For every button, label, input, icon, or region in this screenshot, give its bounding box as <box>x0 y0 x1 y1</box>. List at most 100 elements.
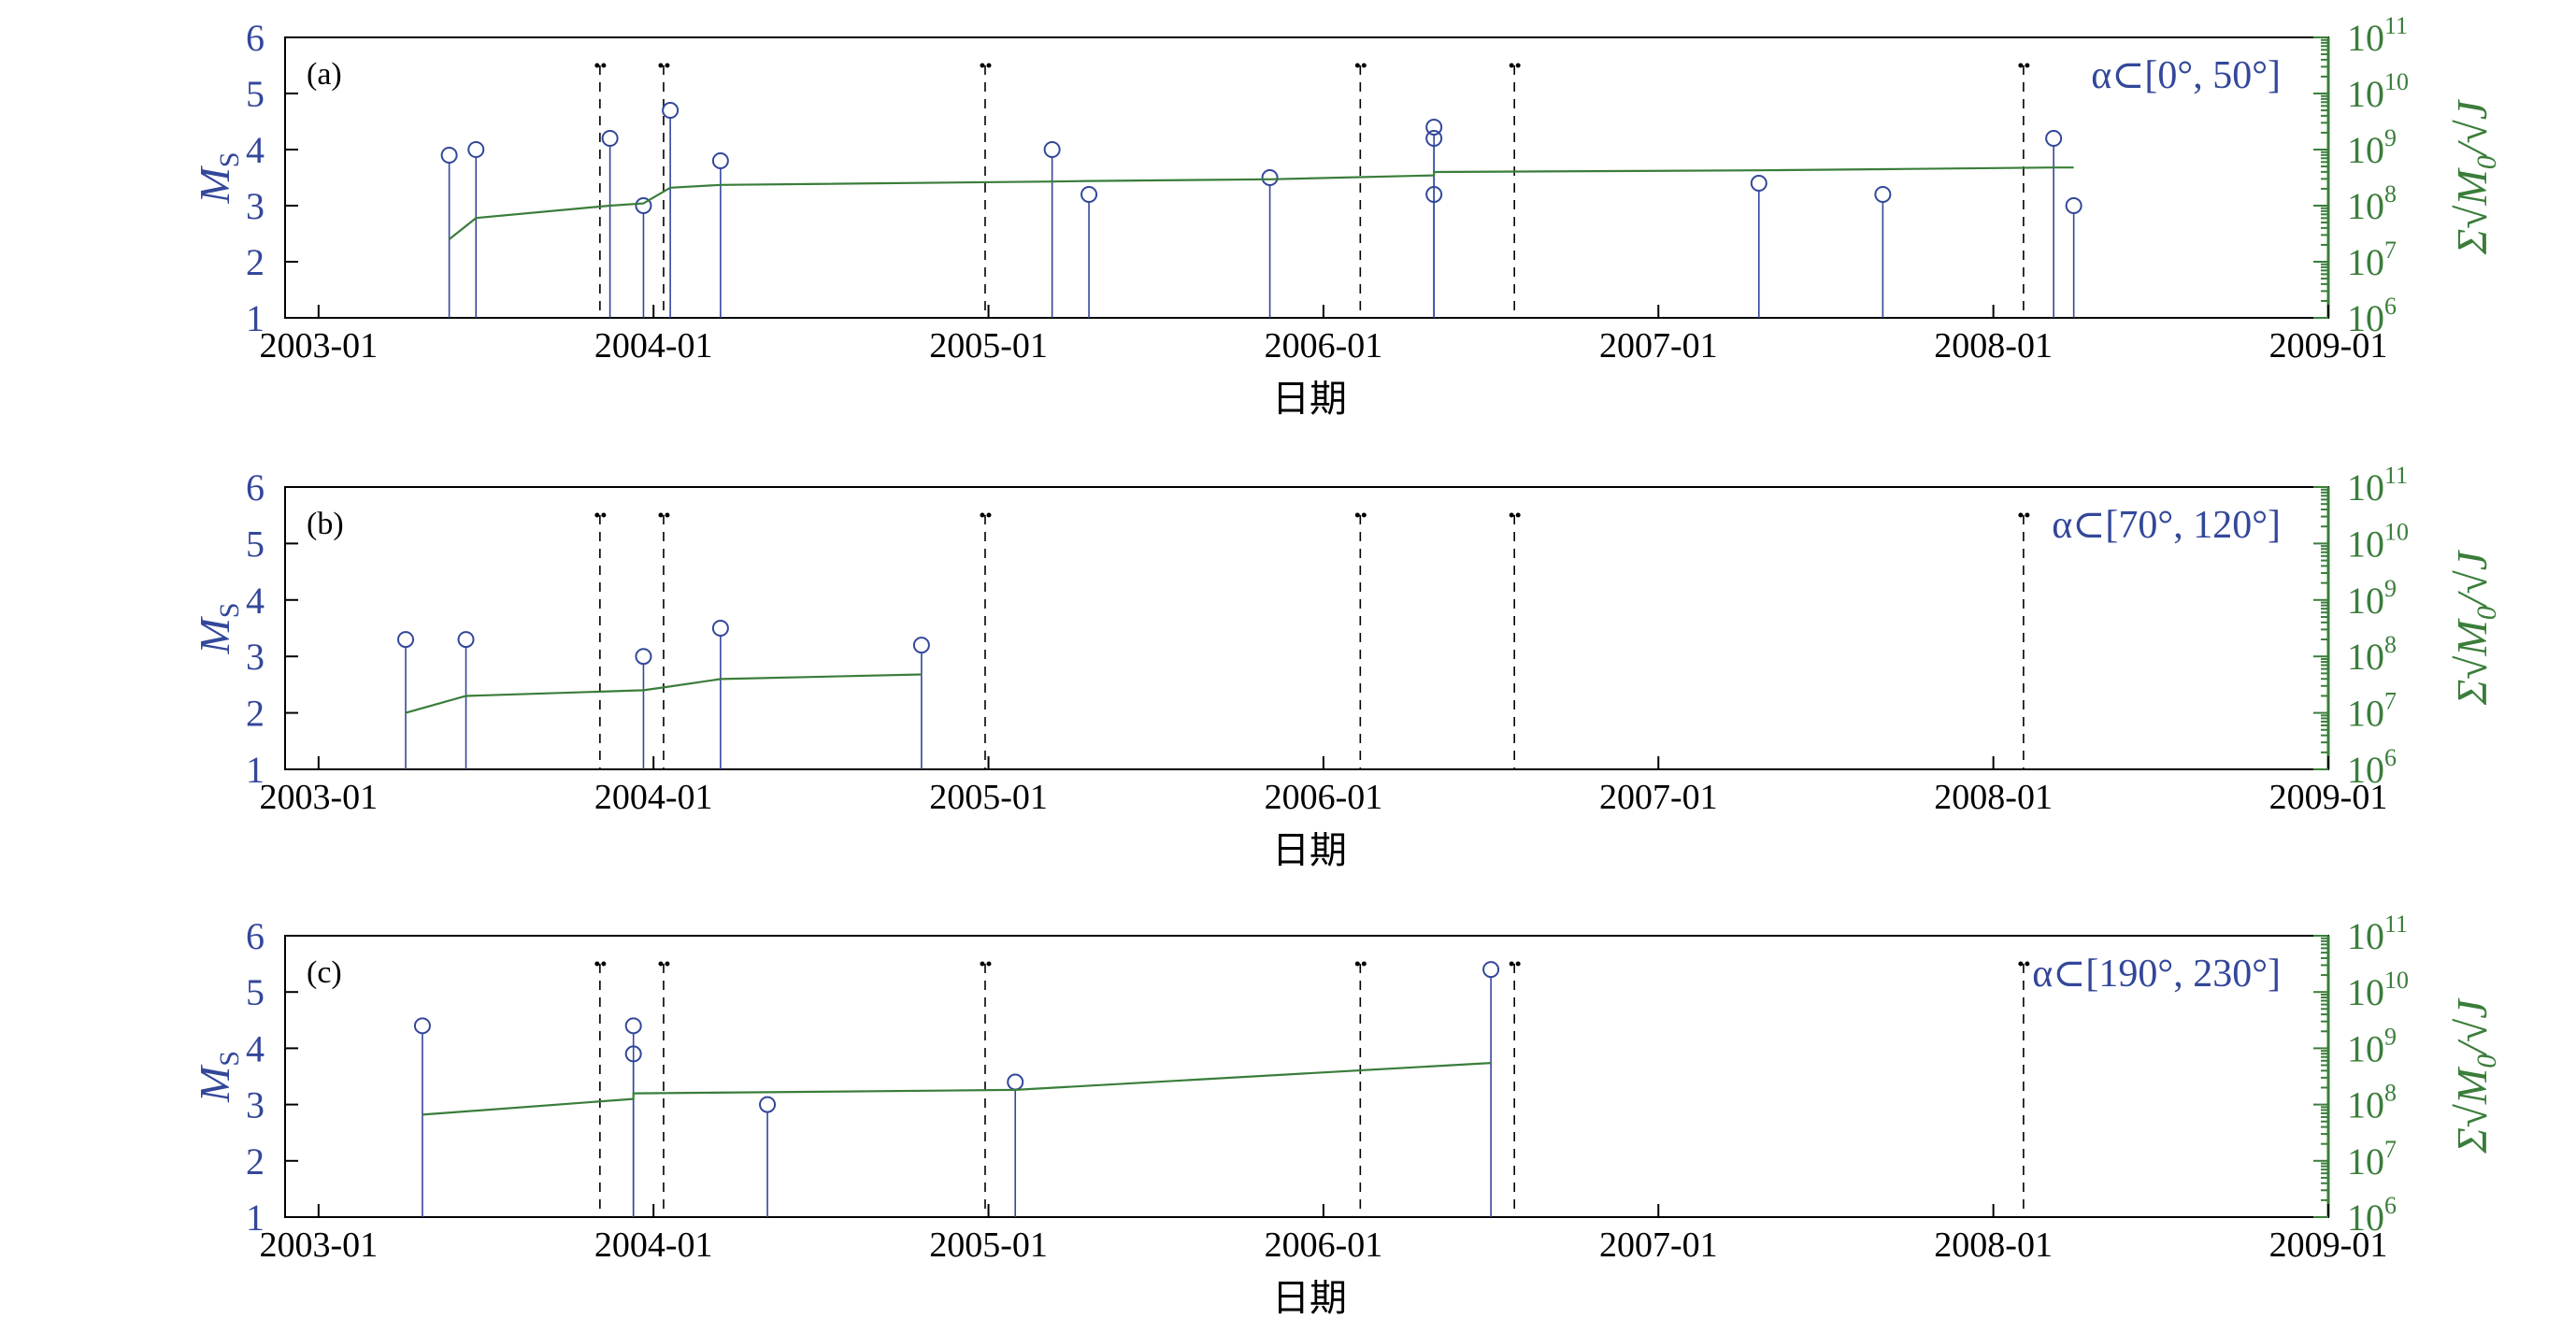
event-marker-dot <box>1509 512 1514 518</box>
y-tick-label-right: 1011 <box>2347 910 2408 957</box>
panel-label: (b) <box>307 507 344 541</box>
y-tick-label: 3 <box>246 636 265 678</box>
event-marker-dot <box>1515 961 1521 967</box>
x-tick-label: 2008-01 <box>1934 778 2053 817</box>
y-axis-title-left: MS <box>191 151 245 204</box>
y-tick-label: 2 <box>246 241 265 283</box>
stem-marker <box>1750 175 1767 192</box>
x-axis-title: 日期 <box>1272 378 1347 420</box>
y-tick-label: 3 <box>246 1084 265 1126</box>
event-marker-dot <box>1361 63 1367 68</box>
stem-marker <box>635 648 652 666</box>
event-marker-dot <box>2018 961 2024 967</box>
event-marker-dot <box>986 512 992 518</box>
y-axis-title-right: Σ√M0/√J <box>2448 549 2502 706</box>
event-marker-dot <box>2025 512 2030 518</box>
event-marker-dot <box>1354 512 1360 518</box>
angle-range-label: α⊂[0°, 50°] <box>2091 54 2281 97</box>
event-marker-dot <box>601 512 607 518</box>
y-tick-label: 1 <box>246 297 265 339</box>
y-tick-label: 1 <box>246 1197 265 1239</box>
cumulative-moment-line <box>448 166 2074 240</box>
event-marker-dot <box>1515 512 1521 518</box>
stem-marker <box>1482 961 1500 979</box>
event-marker-dot <box>2018 63 2024 68</box>
event-marker-dot <box>594 961 600 967</box>
x-tick-label: 2003-01 <box>260 778 379 817</box>
y-tick-label: 4 <box>246 1027 265 1069</box>
stem-marker <box>912 637 930 654</box>
event-marker-dot <box>2018 512 2024 518</box>
x-tick-label: 2007-01 <box>1599 326 1718 366</box>
event-marker-dot <box>594 63 600 68</box>
y-tick-label-right: 1011 <box>2347 462 2408 509</box>
x-tick-label: 2009-01 <box>2269 326 2388 366</box>
event-marker-dot <box>665 63 670 68</box>
y-tick-label-right: 107 <box>2347 237 2397 283</box>
x-tick-label: 2007-01 <box>1599 1226 1718 1265</box>
y-tick-label-right: 108 <box>2347 631 2397 678</box>
y-tick-label: 5 <box>246 73 265 115</box>
y-tick-label: 6 <box>246 466 265 509</box>
y-tick-label-right: 1010 <box>2347 967 2409 1013</box>
event-marker-dot <box>594 512 600 518</box>
x-tick-label: 2004-01 <box>594 1226 713 1265</box>
y-tick-label-right: 109 <box>2347 575 2397 622</box>
x-tick-label: 2003-01 <box>260 326 379 366</box>
y-tick-label-right: 106 <box>2347 744 2397 791</box>
event-marker-dot <box>986 63 992 68</box>
event-marker-dot <box>2025 63 2030 68</box>
stem-marker <box>759 1096 777 1113</box>
stem-marker <box>1007 1073 1024 1091</box>
stem-marker <box>2045 130 2063 147</box>
event-marker-dot <box>1361 961 1367 967</box>
stem-marker <box>662 102 680 119</box>
stem-marker <box>624 1045 642 1063</box>
panel-label: (a) <box>307 57 342 92</box>
stem-marker <box>397 631 415 649</box>
event-marker-dot <box>658 961 664 967</box>
event-marker-dot <box>1361 512 1367 518</box>
event-marker-dot <box>658 512 664 518</box>
y-tick-label: 2 <box>246 1140 265 1183</box>
x-tick-label: 2005-01 <box>929 1226 1048 1265</box>
y-axis-title-left: MS <box>191 1051 245 1103</box>
event-marker-dot <box>665 961 670 967</box>
stem-marker <box>467 141 485 158</box>
y-tick-label: 6 <box>246 915 265 957</box>
event-marker-dot <box>1509 63 1514 68</box>
x-tick-label: 2009-01 <box>2269 778 2388 817</box>
plot-frame <box>284 935 2329 1218</box>
y-tick-label-right: 108 <box>2347 1080 2397 1126</box>
x-tick-label: 2004-01 <box>594 778 713 817</box>
panel-c: 2003-01 2004-01 2005-01 2006-01 2007-01 2008-… <box>191 910 2502 1319</box>
panel-a: 2003-01 2004-01 2005-01 2006-01 2007-01 2008-… <box>191 12 2502 420</box>
event-marker-dot <box>1354 961 1360 967</box>
y-tick-label-right: 1010 <box>2347 518 2409 565</box>
x-tick-label: 2009-01 <box>2269 1226 2388 1265</box>
y-tick-label: 5 <box>246 971 265 1013</box>
x-axis-title: 日期 <box>1272 829 1347 871</box>
y-tick-label: 6 <box>246 17 265 59</box>
x-tick-label: 2006-01 <box>1265 326 1383 366</box>
y-tick-label: 4 <box>246 129 265 171</box>
cumulative-moment-line <box>405 673 922 714</box>
y-tick-label-right: 109 <box>2347 124 2397 171</box>
event-marker-dot <box>980 961 985 967</box>
stem-marker <box>711 152 729 169</box>
x-tick-label: 2008-01 <box>1934 1226 2053 1265</box>
y-axis-title-right: Σ√M0/√J <box>2448 98 2502 255</box>
cumulative-moment-line <box>422 1062 1492 1116</box>
y-tick-label-right: 109 <box>2347 1023 2397 1069</box>
event-marker-dot <box>2025 961 2030 967</box>
y-tick-label-right: 107 <box>2347 1136 2397 1183</box>
event-marker-dot <box>601 961 607 967</box>
x-tick-label: 2008-01 <box>1934 326 2053 366</box>
event-marker-dot <box>1509 961 1514 967</box>
y-tick-label-right: 106 <box>2347 293 2397 339</box>
stem-marker <box>1425 186 1443 203</box>
panel-b: 2003-01 2004-01 2005-01 2006-01 2007-01 2008-… <box>191 462 2502 871</box>
x-tick-label: 2007-01 <box>1599 778 1718 817</box>
stem-marker <box>1080 186 1098 203</box>
